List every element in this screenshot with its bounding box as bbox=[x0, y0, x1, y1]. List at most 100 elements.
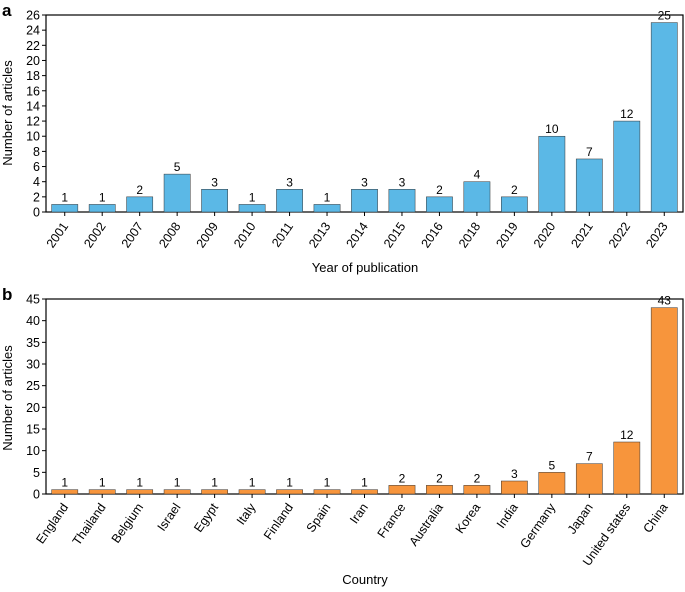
panel-b-value-label: 1 bbox=[61, 476, 68, 490]
panel-b-bar bbox=[201, 489, 228, 495]
panel-a-value-label: 7 bbox=[586, 145, 593, 159]
panel-b-value-label: 12 bbox=[620, 428, 634, 442]
panel-b-bar bbox=[88, 489, 116, 495]
panel-b-value-label: 1 bbox=[99, 476, 106, 490]
panel-a-y-tick-label: 24 bbox=[26, 24, 40, 38]
panel-a-bar bbox=[163, 173, 191, 213]
panel-a-bar bbox=[276, 189, 303, 213]
panel-a-category-label: 2007 bbox=[119, 220, 146, 251]
panel-b-y-axis-label: Number of articles bbox=[0, 345, 15, 451]
panel-a-category-label: 2010 bbox=[231, 220, 258, 251]
panel-a-category-label: 2016 bbox=[418, 220, 445, 251]
panel-b-value-label: 1 bbox=[174, 476, 181, 490]
panel-b-value-label: 1 bbox=[211, 476, 218, 490]
panel-a-bar bbox=[575, 158, 603, 213]
panel-b-category-label: Israel bbox=[155, 501, 184, 534]
panel-b-category-label: Australia bbox=[407, 501, 446, 549]
panel-a-category-label: 2013 bbox=[306, 220, 333, 251]
panel-a-y-tick-label: 14 bbox=[26, 99, 40, 113]
panel-a-value-label: 5 bbox=[174, 160, 181, 174]
panel-b-value-label: 3 bbox=[511, 467, 518, 481]
panel-b-bar bbox=[501, 480, 528, 495]
panel-a-y-tick-label: 16 bbox=[26, 84, 40, 98]
panel-a-category-label: 2023 bbox=[643, 220, 670, 251]
panel-b-category-label: Germany bbox=[517, 500, 558, 551]
panel-a-y-tick-label: 26 bbox=[26, 9, 40, 23]
panel-b-y-tick-label: 15 bbox=[26, 423, 40, 437]
panel-a-category-label: 2002 bbox=[81, 220, 108, 251]
panel-b-category-label: Spain bbox=[304, 501, 334, 535]
panel-b-category-label: Belgium bbox=[109, 501, 146, 546]
panel-b-category-label: Korea bbox=[453, 501, 484, 536]
panel-b-value-label: 2 bbox=[474, 471, 481, 485]
panel-a-bar bbox=[538, 135, 566, 213]
panel-a-y-tick-label: 4 bbox=[33, 175, 40, 189]
panel-a-bar bbox=[238, 204, 266, 213]
panel-a-value-label: 3 bbox=[399, 175, 406, 189]
panel-b-y-tick-label: 45 bbox=[26, 293, 40, 307]
panel-a-y-tick-label: 8 bbox=[33, 145, 40, 159]
panel-b-category-label: Japan bbox=[565, 501, 596, 537]
panel-a-y-tick-label: 12 bbox=[26, 115, 40, 129]
panel-b-bar bbox=[575, 463, 603, 495]
panel-a-bar bbox=[388, 189, 416, 213]
panel-a-value-label: 4 bbox=[474, 168, 481, 182]
panel-b-y-tick-label: 20 bbox=[26, 401, 40, 415]
panel-a-bar bbox=[650, 22, 678, 213]
panel-a-y-tick-label: 18 bbox=[26, 69, 40, 83]
panel-a-y-tick-label: 22 bbox=[26, 39, 40, 53]
panel-b-bar bbox=[276, 489, 303, 495]
panel-b-y-tick-label: 0 bbox=[33, 488, 40, 502]
panel-b-bar bbox=[538, 472, 566, 495]
panel-a-category-label: 2001 bbox=[44, 220, 71, 251]
panel-a-category-label: 2015 bbox=[381, 220, 408, 251]
panel-b-bar bbox=[313, 489, 341, 495]
panel-b-category-label: Thailand bbox=[70, 501, 109, 548]
panel-b-x-axis-label: Country bbox=[342, 572, 388, 587]
panel-b-bar bbox=[238, 489, 266, 495]
panel-a-value-label: 10 bbox=[545, 122, 559, 136]
panel-b-category-label: Iran bbox=[347, 501, 371, 527]
panel-a-bar bbox=[51, 204, 79, 213]
panel-a-category-label: 2011 bbox=[269, 220, 296, 250]
panel-a-category-label: 2018 bbox=[456, 220, 483, 251]
panel-b-value-label: 2 bbox=[399, 471, 406, 485]
panel-a-category-label: 2009 bbox=[194, 220, 221, 251]
panel-b-y-tick-label: 10 bbox=[26, 444, 40, 458]
panel-b-value-label: 2 bbox=[436, 471, 443, 485]
panel-b-y-tick-label: 25 bbox=[26, 379, 40, 393]
panel-a-value-label: 1 bbox=[99, 190, 106, 204]
panel-a-category-label: 2022 bbox=[606, 220, 633, 251]
panel-b-category-label: France bbox=[375, 501, 409, 541]
panel-a-y-tick-label: 10 bbox=[26, 130, 40, 144]
panel-a-bar bbox=[201, 189, 228, 213]
panel-a-bar bbox=[613, 120, 641, 213]
panel-b-y-tick-label: 30 bbox=[26, 358, 40, 372]
panel-b-bar bbox=[351, 489, 378, 495]
panel-a-value-label: 1 bbox=[249, 190, 256, 204]
panel-b-bar bbox=[613, 441, 641, 495]
panel-a-y-tick-label: 6 bbox=[33, 160, 40, 174]
panel-a-bar bbox=[463, 181, 491, 213]
panel-a-y-tick-label: 20 bbox=[26, 54, 40, 68]
panel-b-label: b bbox=[2, 285, 12, 304]
panel-a-bar bbox=[126, 196, 154, 213]
panel-b-category-label: England bbox=[33, 501, 71, 547]
panel-a-bar bbox=[351, 189, 378, 213]
panel-b-value-label: 7 bbox=[586, 450, 593, 464]
panel-a-label: a bbox=[2, 1, 12, 20]
panel-a-category-label: 2008 bbox=[156, 220, 183, 251]
panel-a-value-label: 3 bbox=[211, 175, 218, 189]
panel-b-value-label: 43 bbox=[658, 294, 672, 308]
panel-b-bar bbox=[463, 485, 491, 495]
panel-a-bar bbox=[501, 196, 528, 213]
panel-a-y-axis-label: Number of articles bbox=[0, 60, 15, 166]
panel-a-bar bbox=[88, 204, 116, 213]
panel-a-category-label: 2014 bbox=[344, 220, 371, 251]
panel-b-category-label: Italy bbox=[234, 500, 259, 527]
panel-b-category-label: China bbox=[641, 501, 671, 536]
panel-a-bar bbox=[313, 204, 341, 213]
panel-b-value-label: 1 bbox=[136, 476, 143, 490]
panel-b-value-label: 1 bbox=[286, 476, 293, 490]
panel-a-category-label: 2020 bbox=[531, 220, 558, 251]
